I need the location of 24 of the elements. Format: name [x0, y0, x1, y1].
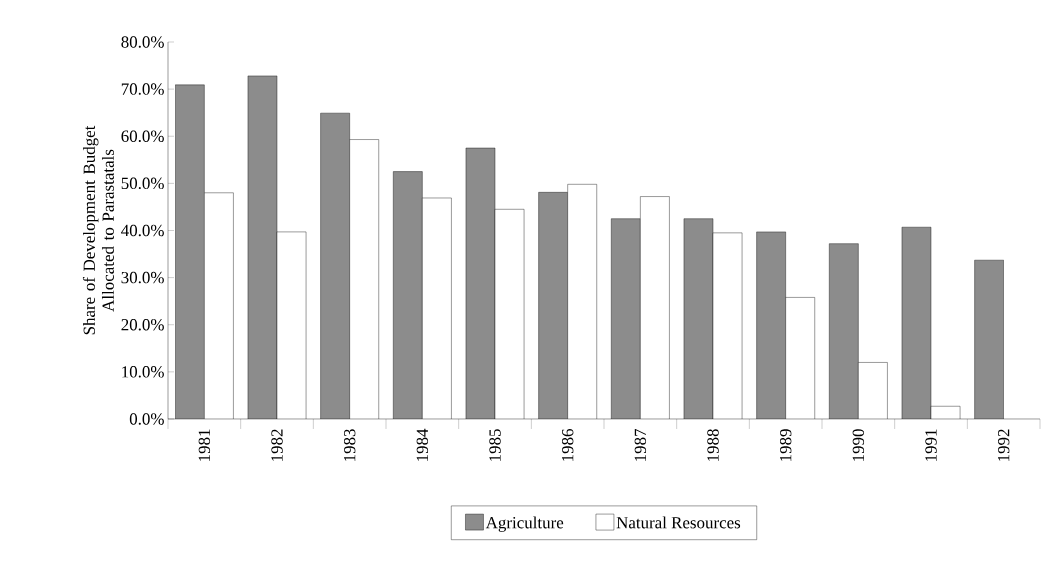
x-tick-label: 1981	[198, 429, 211, 461]
y-tick-label: 30.0%	[121, 271, 164, 284]
x-tick-label: 1991	[925, 429, 937, 461]
x-tick-label: 1990	[852, 429, 865, 461]
x-tick-label: 1985	[489, 429, 501, 461]
x-tick-label: 1984	[416, 428, 429, 461]
x-tick-label: 1986	[561, 429, 574, 461]
x-tick-label: 1992	[997, 429, 1010, 461]
y-tick-label: 0.0%	[129, 413, 164, 425]
y-tick-label: 70.0%	[121, 83, 164, 95]
legend-label: Natural Resources	[616, 516, 741, 529]
y-tick-label: 20.0%	[121, 318, 164, 331]
y-tick-label: 80.0%	[121, 36, 164, 48]
legend-label: Agriculture	[485, 516, 564, 532]
x-tick-label: 1982	[271, 429, 283, 461]
y-tick-label: 10.0%	[122, 366, 164, 378]
y-tick-label: 40.0%	[121, 224, 164, 237]
x-tick-label: 1983	[343, 429, 356, 461]
x-tick-label: 1987	[634, 428, 647, 461]
x-tick-label: 1989	[779, 429, 792, 461]
y-axis-title: Share of Development Budget Allocated to Parastatals	[82, 125, 114, 335]
y-tick-label: 50.0%	[121, 177, 164, 190]
y-tick-label: 60.0%	[121, 130, 164, 142]
x-tick-label: 1988	[707, 429, 719, 461]
